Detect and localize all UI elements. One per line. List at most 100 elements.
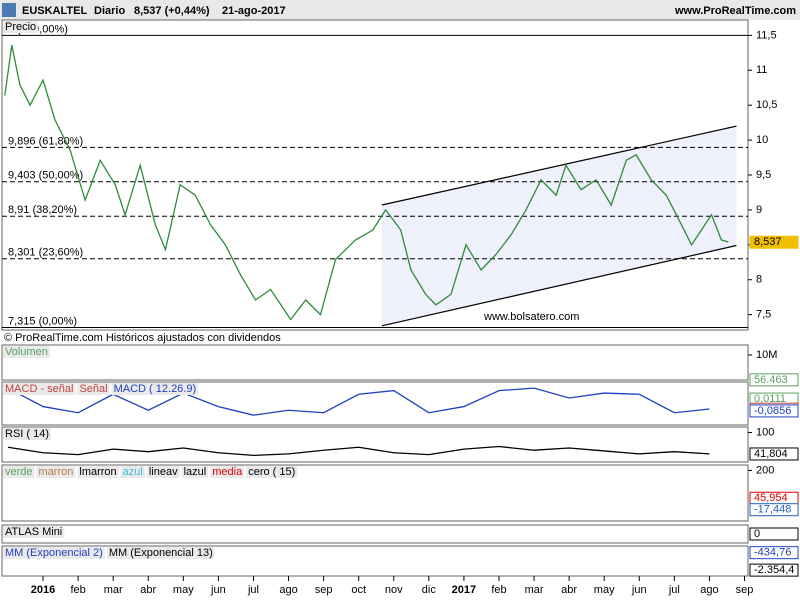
y-tick-label: 10M xyxy=(756,349,777,361)
legend-box xyxy=(181,466,209,478)
fibonacci-label: 9,403 (50,00%) xyxy=(8,170,83,182)
value-tag-label: 45,954 xyxy=(754,492,788,504)
legend-label: MM (Exponencial 13) xyxy=(109,547,213,559)
x-tick-label: oct xyxy=(351,584,366,596)
legend-label: lazul xyxy=(184,466,207,478)
value-tag xyxy=(749,447,799,461)
legend-box xyxy=(246,466,298,478)
value-tag-label: -434,76 xyxy=(754,547,791,559)
x-tick-label: feb xyxy=(70,584,85,596)
site: www.ProRealTime.com xyxy=(674,5,796,17)
legend-label: ATLAS Mini xyxy=(5,526,62,538)
legend-box xyxy=(77,466,119,478)
y-tick-label: 9 xyxy=(756,204,762,216)
legend-label: Precio xyxy=(5,21,36,33)
legend-box xyxy=(3,466,35,478)
x-tick-label: jul xyxy=(247,584,259,596)
panel-frame xyxy=(1,344,749,381)
value-tag xyxy=(749,373,799,387)
series-line xyxy=(7,445,710,457)
legend-label: lmarron xyxy=(79,466,116,478)
watermark: www.bolsatero.com xyxy=(483,311,579,323)
panel-frame xyxy=(1,524,749,544)
panel-frame xyxy=(1,426,749,463)
legend-label: verde xyxy=(5,466,33,478)
legend-label: MACD ( 12.26.9) xyxy=(114,383,197,395)
legend-box xyxy=(36,466,76,478)
value-tag xyxy=(749,404,799,418)
series-line xyxy=(7,387,710,416)
legend-box xyxy=(3,428,52,440)
legend-box xyxy=(3,21,39,33)
legend-label: MM (Exponencial 2) xyxy=(5,547,103,559)
fibonacci-label: 9,896 (61,80%) xyxy=(8,135,83,147)
y-tick-label: 8 xyxy=(756,274,762,286)
symbol: EUSKALTEL xyxy=(22,5,87,17)
legend-label: lineav xyxy=(149,466,178,478)
y-tick-label: 11 xyxy=(756,64,767,76)
x-tick-label: nov xyxy=(385,584,403,596)
date: 21-ago-2017 xyxy=(222,5,286,17)
panel-frame xyxy=(1,464,749,522)
y-tick-label: 7,5 xyxy=(756,309,771,321)
legend-label: Señal xyxy=(79,383,107,395)
legend-box xyxy=(111,383,199,395)
x-tick-label: jun xyxy=(631,584,647,596)
header-bar xyxy=(0,0,800,20)
y-tick-label: 11,5 xyxy=(756,29,777,41)
value-tag-label: 8,537 xyxy=(754,236,782,248)
x-tick-label: ago xyxy=(700,584,718,596)
x-tick-label: jul xyxy=(668,584,680,596)
panel-frame xyxy=(1,381,749,426)
x-tick-label: feb xyxy=(491,584,506,596)
quote: 8,537 (+0,44%) xyxy=(134,5,210,17)
legend-box xyxy=(120,466,145,478)
y-tick-label: 100 xyxy=(756,426,774,438)
fibonacci-label: 8,301 (23,60%) xyxy=(8,247,83,259)
y-tick-label: 10 xyxy=(756,134,768,146)
x-tick-label: dic xyxy=(422,584,437,596)
legend-label: MACD - señal xyxy=(5,383,73,395)
legend-box xyxy=(3,547,105,559)
x-tick-label: may xyxy=(594,584,615,596)
x-tick-label: may xyxy=(173,584,194,596)
value-tag-label: 41,804 xyxy=(754,448,788,460)
value-tag-label: -2.354,4 xyxy=(754,564,794,576)
value-tag xyxy=(749,546,799,560)
legend-label: marron xyxy=(39,466,74,478)
series-line xyxy=(4,45,729,321)
x-tick-label: sep xyxy=(736,584,754,596)
value-tag-label: -17,448 xyxy=(754,504,791,516)
x-tick-label: ago xyxy=(279,584,297,596)
menu-icon[interactable] xyxy=(2,3,16,17)
x-tick-label: 2016 xyxy=(31,584,55,596)
footnote: © ProRealTime.com Históricos ajustados c… xyxy=(4,332,281,344)
legend-label: azul xyxy=(123,466,143,478)
legend-label: RSI ( 14) xyxy=(5,428,49,440)
legend-box xyxy=(3,526,65,538)
legend-box xyxy=(146,466,180,478)
channel-line xyxy=(381,125,737,206)
legend-label: cero ( 15) xyxy=(248,466,295,478)
x-tick-label: abr xyxy=(140,584,156,596)
legend-box xyxy=(106,547,215,559)
legend-box xyxy=(3,383,76,395)
y-tick-label: 9,5 xyxy=(756,169,771,181)
legend-box xyxy=(3,346,50,358)
y-tick-label: 200 xyxy=(756,464,774,476)
legend-label: Volumen xyxy=(5,346,48,358)
x-tick-label: mar xyxy=(525,584,544,596)
period: Diario xyxy=(94,5,125,17)
legend-box xyxy=(77,383,110,395)
value-tag-label: -0,0856 xyxy=(754,405,791,417)
legend-box xyxy=(210,466,245,478)
fibonacci-label: 7,315 (0,00%) xyxy=(8,315,77,327)
value-tag xyxy=(749,527,799,541)
value-tag-label: 0,0111 xyxy=(754,393,786,405)
x-tick-label: mar xyxy=(104,584,123,596)
x-tick-label: abr xyxy=(561,584,577,596)
legend-label: media xyxy=(212,466,243,478)
x-tick-label: jun xyxy=(210,584,226,596)
